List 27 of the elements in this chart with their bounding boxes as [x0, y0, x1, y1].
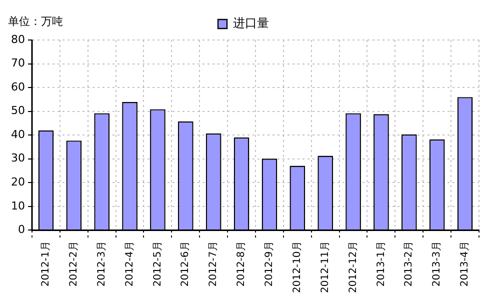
x-tick-label: 2013-2月 — [404, 241, 415, 287]
x-tick-label: 2012-5月 — [152, 241, 164, 287]
y-tick-label: 60 — [10, 80, 25, 94]
y-tick-label: 70 — [10, 56, 25, 70]
x-tick-label: 2012-1月 — [40, 241, 52, 287]
y-tick-label: 0 — [18, 223, 25, 236]
x-tick-label: 2012-11月 — [320, 241, 331, 294]
x-tick-label: 2012-9月 — [264, 241, 276, 287]
y-tick-label: 80 — [10, 32, 25, 46]
x-tick-label: 2012-4月 — [124, 241, 136, 287]
x-tick-label: 2012-6月 — [180, 241, 192, 287]
y-axis-title: 单位：万吨 — [8, 14, 63, 29]
y-tick-label: 20 — [10, 176, 25, 189]
y-tick-label: 10 — [10, 199, 25, 212]
x-tick-label: 2012-3月 — [96, 241, 108, 287]
y-tick-label: 40 — [10, 128, 25, 141]
x-tick-label: 2012-10月 — [292, 241, 303, 294]
x-tick-label: 2012-8月 — [236, 241, 248, 287]
x-tick-label: 2012-2月 — [68, 241, 80, 287]
x-tick-label: 2013-1月 — [376, 241, 387, 287]
legend-label: 进口量 — [233, 16, 269, 30]
x-tick-label: 2012-7月 — [208, 241, 220, 287]
y-tick-label: 50 — [10, 104, 25, 118]
x-tick-label: 2012-12月 — [348, 241, 359, 294]
y-tick-label: 30 — [10, 152, 25, 165]
x-tick-label: 2013-4月 — [460, 241, 471, 287]
x-tick-label: 2013-3月 — [432, 241, 443, 287]
